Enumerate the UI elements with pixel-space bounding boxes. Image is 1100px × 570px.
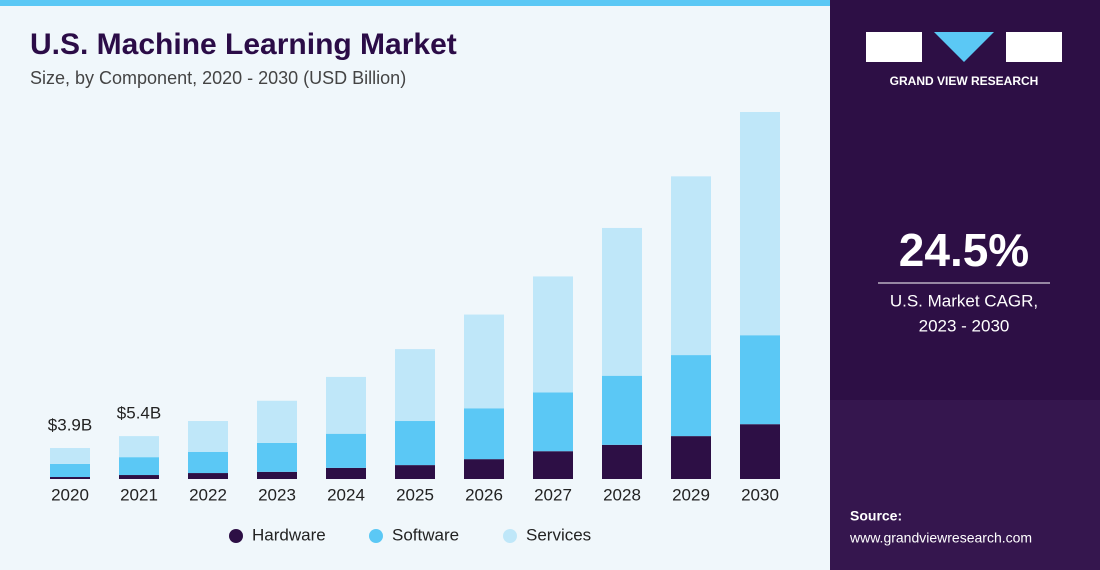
- bar-segment: [533, 392, 573, 452]
- chart-subtitle: Size, by Component, 2020 - 2030 (USD Bil…: [30, 68, 406, 88]
- bar-segment: [533, 451, 573, 479]
- bar-segment: [671, 355, 711, 437]
- bar-segment: [602, 227, 642, 376]
- top-strip: [0, 0, 830, 6]
- source-label: Source:: [850, 508, 902, 524]
- bar-segment: [395, 421, 435, 466]
- bar-segment: [326, 433, 366, 468]
- logo-triangle: [934, 32, 994, 62]
- legend-swatch: [369, 529, 383, 543]
- bar-segment: [326, 376, 366, 434]
- bar-segment: [188, 473, 228, 479]
- x-tick-label: 2026: [465, 485, 503, 504]
- bar-segment: [119, 436, 159, 458]
- bar-segment: [740, 112, 780, 336]
- bar-segment: [671, 436, 711, 479]
- bar-segment: [395, 465, 435, 479]
- bar-segment: [119, 457, 159, 476]
- legend-label: Hardware: [252, 525, 326, 544]
- source-url: www.grandviewresearch.com: [849, 530, 1032, 546]
- bar-segment: [740, 424, 780, 479]
- x-tick-label: 2021: [120, 485, 158, 504]
- bar-segment: [464, 459, 504, 479]
- bar-segment: [188, 421, 228, 452]
- bar-segment: [188, 451, 228, 474]
- bar-segment: [50, 448, 90, 464]
- cagr-caption: 2023 - 2030: [919, 316, 1010, 335]
- sidebar-pattern: [830, 400, 1100, 570]
- x-tick-label: 2027: [534, 485, 572, 504]
- brand: GRAND VIEW RESEARCH: [890, 74, 1039, 88]
- bar-segment: [50, 463, 90, 478]
- bar-segment: [464, 408, 504, 460]
- chart-title: U.S. Machine Learning Market: [30, 28, 457, 61]
- bar-segment: [464, 314, 504, 409]
- x-tick-label: 2023: [258, 485, 296, 504]
- bar-segment: [257, 471, 297, 479]
- logo: [866, 32, 1062, 62]
- bar-segment: [257, 442, 297, 472]
- bar-segment: [533, 276, 573, 393]
- x-tick-label: 2024: [327, 485, 365, 504]
- x-tick-label: 2020: [51, 485, 89, 504]
- bar-segment: [602, 444, 642, 479]
- legend-label: Software: [392, 525, 459, 544]
- legend-swatch: [229, 529, 243, 543]
- x-tick-label: 2028: [603, 485, 641, 504]
- bar-segment: [395, 349, 435, 422]
- x-tick-label: 2025: [396, 485, 434, 504]
- logo-block: [1006, 32, 1062, 62]
- bar-segment: [119, 475, 159, 479]
- bar-segment: [671, 176, 711, 356]
- logo-block: [866, 32, 922, 62]
- bar-segment: [257, 400, 297, 443]
- legend-label: Services: [526, 525, 591, 544]
- total-label: $5.4B: [117, 404, 161, 423]
- x-tick-label: 2030: [741, 485, 779, 504]
- cagr-value: 24.5%: [899, 224, 1029, 276]
- legend-swatch: [503, 529, 517, 543]
- bar-segment: [602, 375, 642, 445]
- x-tick-label: 2029: [672, 485, 710, 504]
- bar-segment: [326, 467, 366, 479]
- total-label: $3.9B: [48, 416, 92, 435]
- cagr-caption: U.S. Market CAGR,: [890, 291, 1038, 310]
- bar-segment: [740, 335, 780, 425]
- bar-segment: [50, 477, 90, 479]
- x-tick-label: 2022: [189, 485, 227, 504]
